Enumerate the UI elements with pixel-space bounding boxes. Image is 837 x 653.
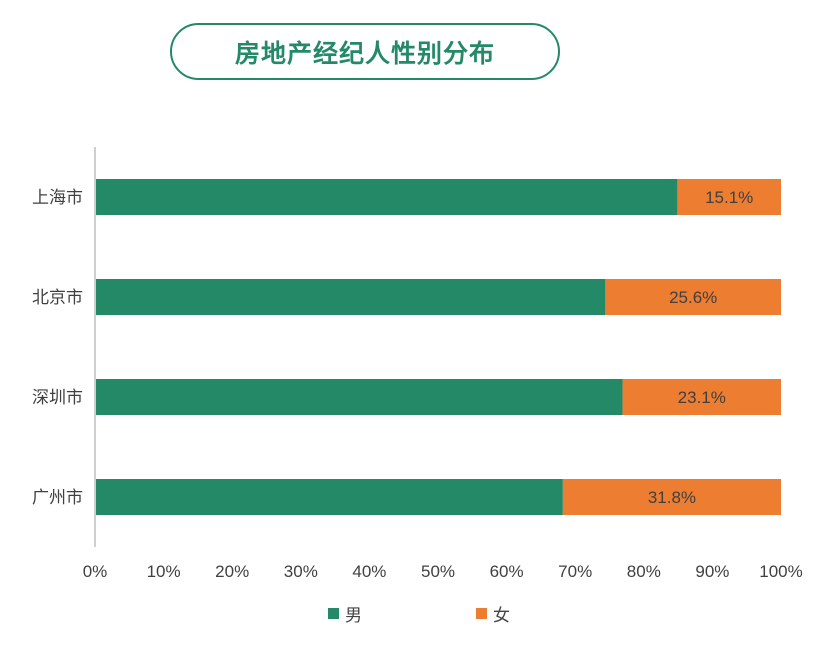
x-tick-label: 90% bbox=[695, 562, 729, 581]
legend-label-male: 男 bbox=[345, 605, 362, 626]
category-label: 广州市 bbox=[32, 488, 83, 508]
x-tick-label: 10% bbox=[147, 562, 181, 581]
data-label-female: 15.1% bbox=[705, 188, 753, 207]
category-label: 上海市 bbox=[32, 188, 83, 208]
bar-female bbox=[622, 379, 781, 415]
category-label: 深圳市 bbox=[32, 388, 83, 408]
bar-male bbox=[96, 179, 678, 215]
stacked-bar-chart: 上海市 15.1% 北京市 25.6% 深圳市 23.1% 广州市 31.8% 0% 10% 20%… bbox=[32, 147, 803, 581]
x-tick-label: 30% bbox=[284, 562, 318, 581]
bar-male bbox=[96, 279, 606, 315]
category-label: 北京市 bbox=[32, 288, 83, 308]
x-tick-label: 100% bbox=[759, 562, 802, 581]
legend-swatch-male bbox=[328, 607, 339, 619]
x-tick-label: 70% bbox=[558, 562, 592, 581]
bar-female bbox=[562, 479, 781, 515]
bar-female bbox=[605, 279, 781, 315]
legend-swatch-female bbox=[476, 607, 487, 619]
data-label-female: 23.1% bbox=[678, 388, 726, 407]
x-tick-label: 40% bbox=[352, 562, 386, 581]
chart-legend: 男 女 bbox=[0, 600, 837, 626]
x-tick-label: 60% bbox=[490, 562, 524, 581]
legend-item-male: 男 bbox=[328, 600, 362, 626]
x-tick-label: 20% bbox=[215, 562, 249, 581]
x-tick-label: 50% bbox=[421, 562, 455, 581]
bar-male bbox=[96, 379, 623, 415]
data-label-female: 31.8% bbox=[648, 488, 696, 507]
x-tick-label: 0% bbox=[83, 562, 108, 581]
chart-title-pill: 房地产经纪人性别分布 bbox=[170, 23, 560, 80]
bar-male bbox=[96, 479, 563, 515]
data-label-female: 25.6% bbox=[669, 288, 717, 307]
chart-title: 房地产经纪人性别分布 bbox=[234, 38, 495, 68]
legend-label-female: 女 bbox=[493, 605, 510, 626]
bar-female bbox=[677, 179, 781, 215]
legend-item-female: 女 bbox=[476, 600, 510, 626]
x-tick-label: 80% bbox=[627, 562, 661, 581]
